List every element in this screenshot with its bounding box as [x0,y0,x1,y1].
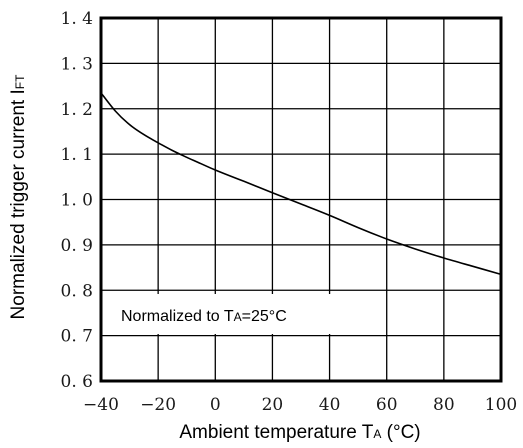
x-tick-label: 20 [262,395,284,415]
x-tick-label: 80 [433,395,455,415]
tick-labels: −40 −20 0 20 40 60 80 100 0. 6 0. 7 0. 8 0. 9 1. 0 1.… [61,9,518,415]
y-tick-label: 0. 6 [61,372,93,392]
x-axis-label: Ambient temperature TA (°C) [179,422,420,443]
x-tick-label: 100 [485,395,517,415]
y-axis-label: Normalized trigger current IFT [8,74,29,320]
series-layer [100,92,502,276]
x-tick-label: −40 [83,395,119,415]
y-tick-label: 1. 0 [61,191,93,211]
y-tick-label: 0. 7 [61,327,93,347]
x-tick-label: 60 [376,395,398,415]
series-line-0 [100,92,502,276]
y-tick-label: 0. 9 [61,236,93,256]
y-tick-label: 1. 1 [61,145,93,165]
y-tick-label: 1. 4 [61,9,93,29]
y-tick-label: 1. 2 [61,100,93,120]
x-tick-label: −20 [140,395,176,415]
plot-frame [99,16,503,383]
y-tick-label: 0. 8 [61,281,93,301]
annotation-box [106,294,352,334]
annotation-text: Normalized to TA=25°C [121,308,287,325]
x-tick-label: 40 [319,395,341,415]
x-tick-label: 0 [210,395,221,415]
y-tick-label: 1. 3 [61,54,93,74]
